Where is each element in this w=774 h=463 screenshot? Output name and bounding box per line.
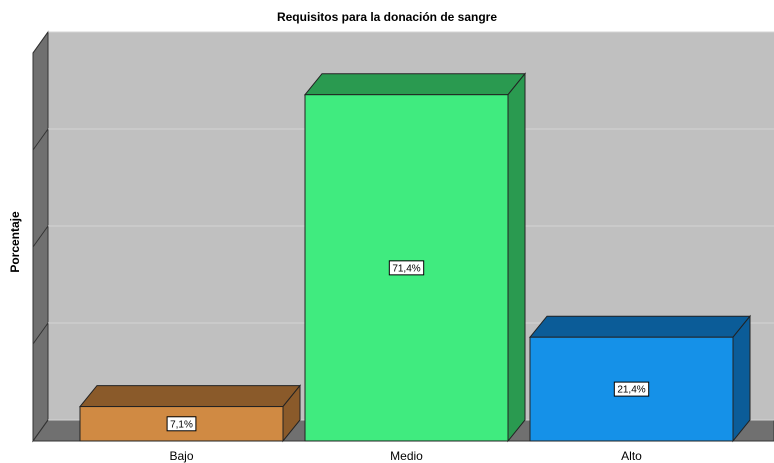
bar-side (507, 72, 526, 443)
wall-tick (32, 322, 49, 345)
x-tick-label: Alto (621, 449, 642, 463)
y-axis-label: Porcentaje (8, 211, 22, 273)
data-label: 7,1% (170, 419, 193, 430)
bar (528, 314, 752, 443)
data-label-box (613, 381, 650, 397)
data-label-box (166, 416, 197, 432)
bar-top (78, 385, 302, 408)
wall-tick (32, 31, 49, 54)
wall-tick (32, 225, 49, 248)
bar-top (528, 315, 752, 338)
data-label: 21,4% (617, 385, 645, 396)
wall-tick (32, 419, 49, 442)
data-label-box (388, 260, 425, 276)
x-tick-label: Medio (390, 449, 423, 463)
x-tick-label: Bajo (169, 449, 193, 463)
bar-top (303, 73, 527, 96)
data-label: 71,4% (392, 263, 420, 274)
bar-side (732, 314, 751, 443)
chart-title: Requisitos para la donación de sangre (277, 10, 497, 24)
bar (78, 384, 302, 443)
bar (303, 72, 527, 443)
wall-tick (32, 128, 49, 151)
